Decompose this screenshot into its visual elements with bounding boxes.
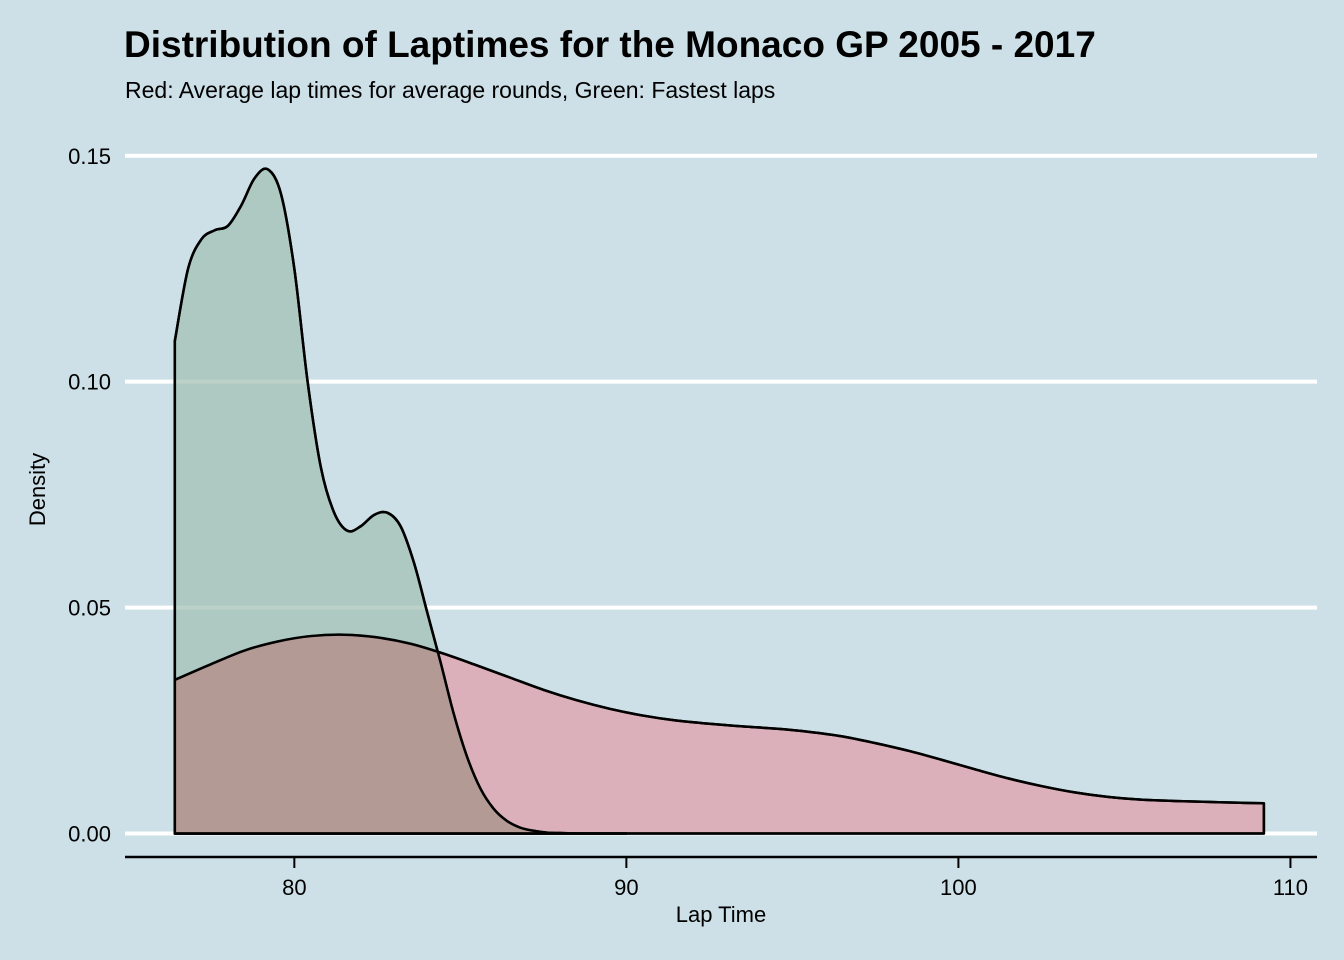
x-tick-label: 90 [614,875,638,900]
average-laps-outline [173,633,1266,835]
y-tick-label: 0.15 [68,144,111,169]
y-tick-label: 0.00 [68,822,111,847]
x-axis-title: Lap Time [676,902,767,927]
y-axis-title: Density [25,453,50,526]
x-tick-label: 80 [282,875,306,900]
x-tick-label: 110 [1273,875,1308,900]
chart-subtitle: Red: Average lap times for average round… [125,77,776,103]
chart-title: Distribution of Laptimes for the Monaco … [124,24,1096,65]
axes: 0.00 0.05 0.10 0.15 80 90 100 110 Lap Time Densit… [25,144,1317,927]
density-areas [173,167,1266,835]
x-tick-label: 100 [940,875,977,900]
y-tick-label: 0.05 [68,596,111,621]
y-tick-label: 0.10 [68,370,111,395]
fastest-laps-outline [173,167,628,835]
